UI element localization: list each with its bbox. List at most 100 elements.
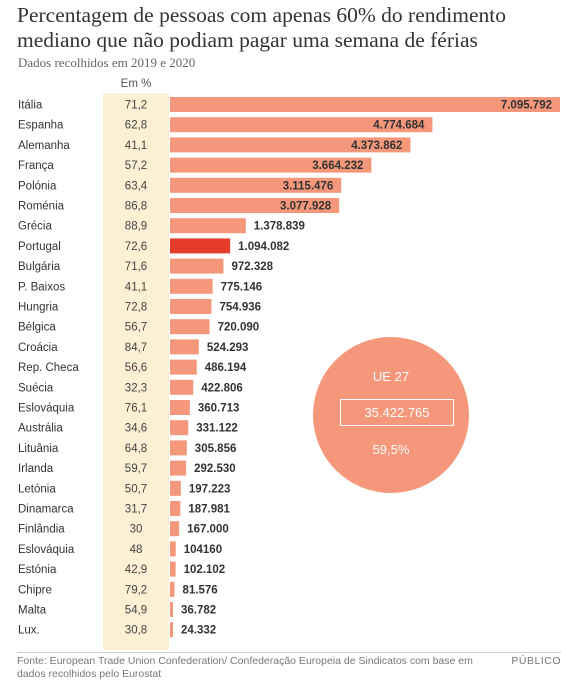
- value-label-row-15: 422.806: [201, 382, 243, 394]
- percentage-label-row-21: 31,7: [125, 504, 147, 516]
- value-label-row-14: 486.194: [205, 362, 247, 374]
- bar-row-2: [170, 117, 433, 133]
- country-label-row-3: Alemanha: [18, 140, 70, 152]
- country-label-row-26: Malta: [18, 605, 47, 617]
- eu-total-percentage: 59,5%: [372, 442, 410, 457]
- country-label-row-21: Dinamarca: [18, 504, 74, 516]
- percentage-label-row-18: 64,8: [125, 443, 147, 455]
- chart-title: Percentagem de pessoas com apenas 60% do…: [17, 3, 506, 52]
- country-label-row-9: Bulgária: [18, 261, 61, 273]
- value-label-row-12: 720.090: [218, 322, 260, 334]
- value-label-row-25: 81.576: [182, 584, 217, 596]
- value-label-row-19: 292.530: [194, 463, 236, 475]
- value-label-row-13: 524.293: [207, 342, 249, 354]
- footer-divider: [17, 652, 561, 653]
- bar-row-12: [170, 319, 210, 335]
- bar-row-26: [170, 602, 173, 617]
- value-label-row-17: 331.122: [196, 423, 238, 435]
- bar-row-10: [170, 278, 213, 294]
- eu-total-value: 35.422.765: [340, 399, 454, 426]
- country-label-row-25: Chipre: [18, 584, 52, 596]
- value-label-row-23: 104160: [184, 544, 222, 556]
- percentage-label-row-2: 62,8: [125, 120, 147, 132]
- percentage-label-row-14: 56,6: [125, 362, 147, 374]
- bar-row-16: [170, 400, 190, 415]
- publisher-credit: PÚBLICO: [511, 655, 561, 667]
- bar-row-27: [170, 622, 173, 638]
- bar-row-6: [170, 198, 340, 213]
- bar-row-20: [170, 480, 181, 496]
- chart-subtitle: Dados recolhidos em 2019 e 2020: [18, 55, 196, 70]
- country-label-row-14: Rep. Checa: [18, 362, 79, 374]
- bar-row-4: [170, 157, 372, 173]
- country-label-row-19: Irlanda: [18, 463, 54, 475]
- value-label-row-7: 1.378.839: [254, 221, 305, 233]
- value-label-row-1: 7.095.792: [501, 100, 552, 112]
- value-label-row-5: 3.115.476: [283, 180, 334, 192]
- country-label-row-12: Bélgica: [18, 322, 56, 334]
- value-label-row-16: 360.713: [198, 403, 240, 415]
- bar-row-15: [170, 379, 194, 395]
- country-label-row-22: Finlândia: [18, 524, 65, 536]
- percentage-label-row-26: 54,9: [125, 605, 147, 617]
- value-label-row-8: 1.094.082: [238, 241, 289, 253]
- value-label-row-9: 972.328: [231, 261, 273, 273]
- value-label-row-22: 167.000: [187, 524, 229, 536]
- bar-row-25: [170, 581, 175, 597]
- country-label-row-10: P. Baixos: [18, 281, 65, 293]
- bar-row-7: [170, 218, 246, 234]
- percentage-label-row-17: 34,6: [125, 423, 147, 435]
- bar-row-17: [170, 420, 189, 436]
- bar-row-22: [170, 521, 180, 537]
- bar-row-8: [170, 238, 231, 254]
- country-label-row-5: Polónia: [18, 180, 57, 192]
- country-label-row-18: Lituânia: [18, 443, 59, 455]
- percentage-label-row-9: 71,6: [125, 261, 147, 273]
- percentage-label-row-27: 30,8: [125, 625, 147, 637]
- country-label-row-8: Portugal: [18, 241, 61, 253]
- bar-row-18: [170, 440, 187, 456]
- value-label-row-2: 4.774.684: [373, 120, 425, 132]
- percentage-label-row-23: 48: [130, 544, 143, 556]
- bar-row-13: [170, 339, 199, 355]
- percentage-label-row-10: 41,1: [125, 281, 147, 293]
- percentage-label-row-8: 72,6: [125, 241, 147, 253]
- eu-total-name: UE 27: [372, 369, 410, 384]
- percentage-label-row-5: 63,4: [125, 180, 148, 192]
- percentage-label-row-20: 50,7: [125, 483, 147, 495]
- bar-row-1: [170, 97, 560, 112]
- percentage-label-row-24: 42,9: [125, 564, 147, 576]
- percentage-label-row-12: 56,7: [125, 322, 147, 334]
- country-label-row-4: França: [18, 160, 54, 172]
- country-label-row-20: Letónia: [18, 483, 56, 495]
- percentage-label-row-25: 79,2: [125, 584, 147, 596]
- value-label-row-6: 3.077.928: [280, 201, 332, 213]
- percentage-label-row-16: 76,1: [125, 403, 147, 415]
- percentage-label-row-4: 57,2: [125, 160, 147, 172]
- bar-row-21: [170, 501, 181, 516]
- percentage-label-row-13: 84,7: [125, 342, 147, 354]
- value-label-row-24: 102.102: [184, 564, 226, 576]
- country-label-row-1: Itália: [18, 100, 43, 112]
- country-label-row-23: Eslováquia: [18, 544, 75, 556]
- value-label-row-21: 187.981: [188, 504, 230, 516]
- bar-row-9: [170, 258, 224, 274]
- country-label-row-16: Eslováquia: [18, 403, 75, 415]
- value-label-row-27: 24.332: [181, 625, 216, 637]
- value-label-row-3: 4.373.862: [351, 140, 402, 152]
- bar-row-14: [170, 359, 197, 375]
- percentage-label-row-22: 30: [130, 524, 143, 536]
- country-label-row-11: Hungria: [18, 302, 59, 314]
- country-label-row-2: Espanha: [18, 120, 64, 132]
- percentage-column-background: [103, 93, 169, 650]
- eu-total-circle: UE 27 35.422.765 59,5%: [313, 337, 469, 493]
- country-label-row-7: Grécia: [18, 221, 52, 233]
- value-label-row-4: 3.664.232: [312, 160, 363, 172]
- percentage-label-row-6: 86,8: [125, 201, 147, 213]
- bar-row-3: [170, 137, 411, 153]
- percentage-label-row-15: 32,3: [125, 382, 147, 394]
- bar-row-11: [170, 299, 212, 314]
- bar-row-23: [170, 541, 176, 557]
- country-label-row-13: Croácia: [18, 342, 58, 354]
